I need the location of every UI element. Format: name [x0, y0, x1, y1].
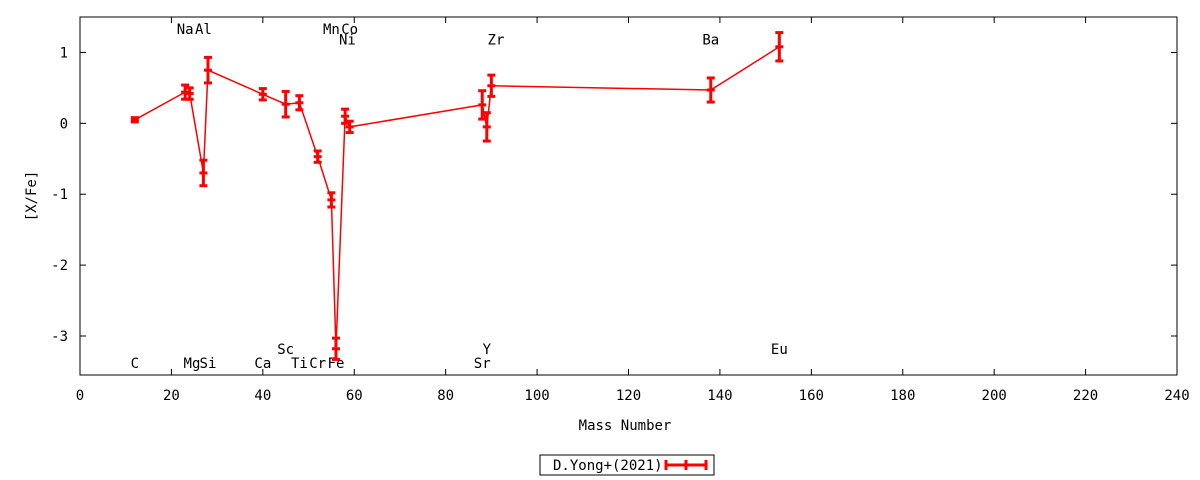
element-label: Al: [195, 22, 212, 38]
element-label: Ni: [339, 33, 356, 49]
x-tick-label: 40: [254, 388, 271, 404]
data-point: [258, 87, 267, 102]
x-axis-label: Mass Number: [579, 418, 672, 434]
data-point: [331, 336, 340, 361]
data-point: [199, 158, 208, 188]
series-line: [134, 46, 780, 349]
x-tick-label: 160: [799, 388, 824, 404]
data-point: [706, 76, 715, 104]
element-label: Mg: [184, 356, 201, 372]
data-point: [313, 149, 322, 164]
x-tick-label: 80: [437, 388, 454, 404]
x-tick-label: 20: [163, 388, 180, 404]
element-label: Mn: [323, 22, 340, 38]
data-point: [281, 89, 290, 119]
data-point: [203, 55, 212, 85]
data-point: [130, 116, 139, 124]
element-label: Ca: [254, 356, 271, 372]
element-label: Cr: [309, 356, 326, 372]
element-label: C: [131, 356, 139, 372]
data-point: [487, 73, 496, 98]
element-label: Ti: [291, 356, 308, 372]
x-tick-label: 100: [524, 388, 549, 404]
data-point: [341, 107, 350, 125]
element-label: Si: [200, 356, 217, 372]
y-tick-label: 1: [60, 45, 68, 61]
legend: D.Yong+(2021): [539, 454, 715, 476]
x-tick-label: 120: [616, 388, 641, 404]
element-label: Co: [341, 22, 358, 38]
element-label: Eu: [771, 342, 788, 358]
x-tick-label: 220: [1073, 388, 1098, 404]
x-tick-label: 200: [982, 388, 1007, 404]
x-tick-label: 180: [890, 388, 915, 404]
data-point: [345, 119, 354, 135]
data-point: [327, 191, 336, 209]
y-axis-label: [X/Fe]: [24, 171, 40, 222]
x-tick-label: 140: [707, 388, 732, 404]
x-tick-label: 240: [1164, 388, 1189, 404]
data-point: [775, 31, 784, 63]
data-point: [295, 94, 304, 112]
plot-frame: [79, 16, 1178, 376]
element-label: Zr: [488, 33, 505, 49]
data-point: [478, 89, 487, 121]
y-tick-label: 0: [60, 116, 68, 132]
x-tick-label: 60: [346, 388, 363, 404]
element-label: Na: [177, 22, 194, 38]
data-point: [482, 111, 491, 143]
element-label: Sr: [474, 356, 491, 372]
y-tick-label: -1: [51, 187, 68, 203]
x-tick-label: 0: [76, 388, 84, 404]
legend-label: D.Yong+(2021): [553, 458, 663, 474]
data-series: [130, 31, 784, 361]
data-point: [185, 86, 194, 101]
element-label: Sc: [277, 342, 294, 358]
axis-ticks: 0 20 40 60 80 100 120 140 160 180 200 220 240 1 0 -1 -2 -…: [51, 17, 1190, 404]
element-label: Ba: [702, 33, 719, 49]
legend-box: [539, 454, 715, 476]
y-tick-label: -3: [51, 329, 68, 345]
y-tick-label: -2: [51, 258, 68, 274]
element-label: Fe: [328, 356, 345, 372]
element-label: Y: [483, 342, 492, 358]
